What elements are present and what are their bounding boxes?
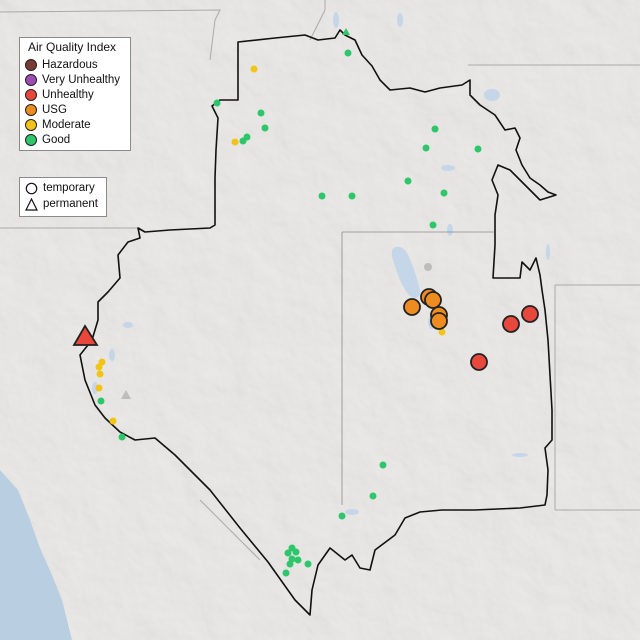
lake-pend-oreille (333, 12, 339, 28)
legend-label: Hazardous (42, 59, 98, 71)
station-good (261, 124, 269, 132)
usg-stations (403, 288, 448, 330)
station-moderate (95, 363, 103, 371)
legend-item-good: Good (25, 133, 70, 147)
station-usg (403, 298, 421, 316)
region-boundary-inner (341, 231, 495, 505)
legend-item-moderate: Moderate (25, 118, 91, 132)
region-boundary (79, 29, 557, 616)
station-moderate (250, 65, 258, 73)
lake-mead (345, 509, 359, 515)
station-unhealthy-permanent (72, 324, 99, 346)
station-usg (424, 291, 442, 309)
station-good (239, 137, 247, 145)
station-good (257, 109, 265, 117)
washington-oregon-line (0, 9, 221, 61)
bear-lake (447, 224, 453, 236)
aqi-legend: Air Quality Index Hazardous Very Unhealt… (19, 37, 131, 151)
legend-label: Unhealthy (42, 89, 94, 101)
station-moderate (109, 417, 117, 425)
hazardous-swatch-icon (25, 59, 37, 71)
california-nevada-faint (199, 499, 261, 561)
legend-label: USG (42, 104, 67, 116)
ocean (0, 470, 72, 640)
station-good (440, 189, 448, 197)
station-good (348, 192, 356, 200)
very-unhealthy-swatch-icon (25, 74, 37, 86)
great-salt-lake (391, 246, 421, 298)
station-good (422, 144, 430, 152)
legend-label: Moderate (42, 119, 91, 131)
station-good (292, 548, 300, 556)
legend-item-usg: USG (25, 103, 67, 117)
good-stations (97, 28, 482, 577)
station-good (344, 49, 352, 57)
station-good (379, 461, 387, 469)
station-good (213, 99, 221, 107)
circle-outline-icon (25, 182, 38, 194)
legend-item-temporary: temporary (25, 181, 95, 195)
station-good (318, 192, 326, 200)
station-moderate (438, 328, 446, 336)
station-good (431, 125, 439, 133)
station-moderate (96, 370, 104, 378)
station-good (282, 569, 290, 577)
legend-item-permanent: permanent (25, 197, 98, 211)
moderate-stations (95, 65, 446, 425)
state-lines (0, 0, 640, 561)
lake-powell (512, 453, 528, 457)
station-good (429, 221, 437, 229)
station-good (294, 556, 302, 564)
legend-item-unhealthy: Unhealthy (25, 88, 94, 102)
yellowstone-lake (484, 89, 500, 101)
moderate-swatch-icon (25, 119, 37, 131)
pyramid-lake (109, 349, 115, 361)
station-good (286, 560, 294, 568)
station-usg (430, 312, 448, 330)
monitor-type-legend: temporary permanent (19, 177, 107, 217)
aqi-legend-title: Air Quality Index (28, 40, 117, 54)
station-good (118, 433, 126, 441)
station-good (342, 28, 350, 35)
station-good (474, 145, 482, 153)
station-good (404, 177, 412, 185)
station-good (369, 492, 377, 500)
idaho-panhandle-line (309, 0, 326, 41)
station-unhealthy (470, 353, 488, 371)
legend-item-hazardous: Hazardous (25, 58, 98, 72)
flaming-gorge (546, 244, 550, 260)
legend-label: temporary (43, 182, 95, 194)
legend-item-very-unhealthy: Very Unhealthy (25, 73, 120, 87)
station-good (284, 549, 292, 557)
station-faded (121, 390, 131, 399)
triangle-outline-icon (25, 197, 38, 211)
american-falls-reservoir (441, 165, 455, 171)
legend-label: permanent (43, 198, 98, 210)
station-good (338, 512, 346, 520)
legend-label: Very Unhealthy (42, 74, 120, 86)
station-moderate (95, 384, 103, 392)
usg-swatch-icon (25, 104, 37, 116)
station-unhealthy (521, 305, 539, 323)
lakes (92, 12, 550, 515)
legend-label: Good (42, 134, 71, 146)
station-faded (424, 263, 432, 271)
station-good (304, 560, 312, 568)
faded-stations (121, 263, 432, 399)
flathead-lake (397, 13, 403, 27)
honey-lake (123, 322, 133, 328)
station-moderate (231, 138, 239, 146)
unhealthy-stations (72, 305, 539, 371)
lake-tahoe (92, 382, 98, 394)
station-good (97, 397, 105, 405)
station-unhealthy (502, 315, 520, 333)
good-swatch-icon (25, 134, 37, 146)
unhealthy-swatch-icon (25, 89, 37, 101)
